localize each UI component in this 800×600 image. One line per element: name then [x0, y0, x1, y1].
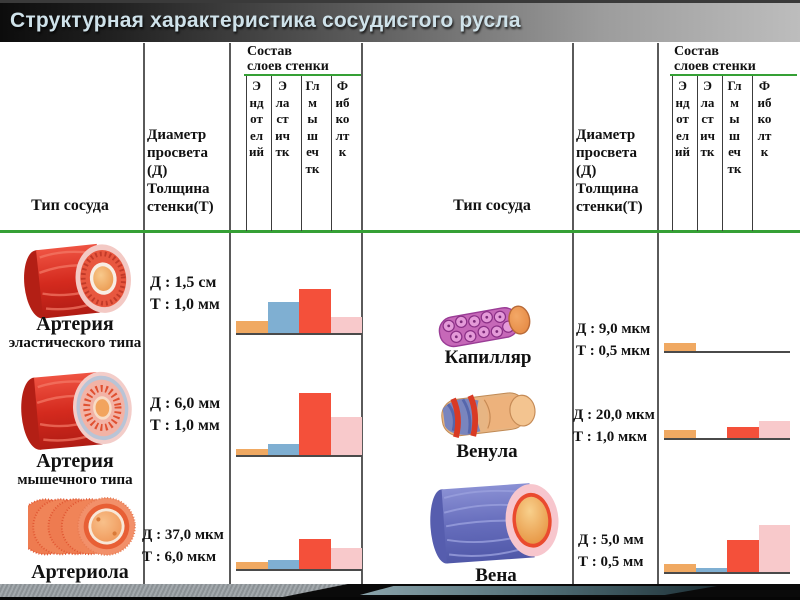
table-vline-5 [657, 43, 659, 584]
thickness-value: Т : 0,5 мкм [576, 343, 651, 359]
layer-col-line [722, 76, 723, 231]
bar-Эластичтк [267, 302, 299, 333]
layers-underline-right [670, 74, 797, 76]
chart-baseline [664, 572, 790, 574]
vessel-subtitle: мышечного типа [17, 472, 133, 488]
vessel-values: Д : 37,0 мкм Т : 6,0 мкм [142, 524, 234, 568]
thickness-value: Т : 1,0 мм [150, 296, 220, 313]
diameter-value: Д : 9,0 мкм [576, 321, 651, 337]
bar-Эластичтк [267, 560, 299, 569]
layer-col-line [752, 76, 753, 231]
diameter-value: Д : 37,0 мкм [142, 527, 224, 543]
thickness-value: Т : 1,0 мкм [573, 429, 648, 445]
bar-Фибколтк [330, 417, 362, 455]
vessel-values: Д : 6,0 мм Т : 1,0 мм [150, 393, 235, 437]
col-header-vessel-type-left: Тип сосуда [31, 197, 109, 214]
vessel-name: Артерия [36, 313, 114, 335]
layer-col-line [331, 76, 332, 231]
diameter-value: Д : 6,0 мм [150, 395, 221, 412]
bar-Глмышечтк [299, 393, 331, 455]
bar-Глмышечтк [299, 539, 331, 569]
bar-Эндотелий [236, 562, 268, 569]
col-header-diameter-right: Диаметр просвета (Д) Толщина стенки(Т) [576, 127, 643, 215]
wall-layers-bar-chart [664, 502, 790, 572]
chart-baseline [664, 438, 790, 440]
bar-Глмышечтк [727, 427, 759, 438]
table-vline-1 [143, 43, 145, 584]
layer-label-endothelium-right: Эндотелий [675, 78, 690, 159]
vessel-values: Д : 9,0 мкм Т : 0,5 мкм [576, 318, 666, 362]
table-vline-2 [229, 43, 231, 584]
layer-label-fibrous-right: Фибколтк [757, 78, 772, 159]
bar-Эндотелий [236, 321, 268, 333]
bar-Глмышечтк [727, 540, 759, 572]
layer-label-elastic-right: Эластичтк [700, 78, 715, 159]
slide-title: Структурная характеристика сосудистого р… [10, 9, 521, 32]
layer-label-elastic-left: Эластичтк [275, 78, 290, 159]
table-vline-4 [572, 43, 574, 584]
bar-Эндотелий [664, 430, 696, 438]
col-header-layers-left: Состав слоев стенки [247, 44, 329, 74]
bar-Фибколтк [330, 548, 362, 569]
layer-col-line [672, 76, 673, 231]
bar-Эндотелий [664, 564, 696, 572]
vein-illustration [424, 477, 562, 574]
vessel-values: Д : 5,0 мм Т : 0,5 мм [578, 529, 666, 573]
vessel-values: Д : 1,5 см Т : 1,0 мм [150, 272, 235, 316]
col-header-layers-right: Состав слоев стенки [674, 44, 756, 74]
bar-Фибколтк [330, 317, 362, 333]
bar-Эластичтк [695, 568, 727, 572]
bar-Фибколтк [758, 421, 790, 438]
vessel-name: Артериола [31, 561, 129, 583]
col-header-vessel-type-right: Тип сосуда [453, 197, 531, 214]
chart-baseline [236, 455, 362, 457]
layer-label-fibrous-left: Фибколтк [335, 78, 350, 159]
venule-illustration [436, 382, 538, 451]
vessel-name: Капилляр [444, 347, 532, 368]
chart-baseline [236, 333, 362, 335]
header-bottom-rule [0, 230, 800, 233]
bar-Глмышечтк [299, 289, 331, 333]
thickness-value: Т : 1,0 мм [150, 417, 220, 434]
vessel-values: Д : 20,0 мкм Т : 1,0 мкм [573, 404, 665, 448]
wall-layers-bar-chart [664, 281, 790, 351]
muscular-artery-illustration [15, 366, 143, 459]
layer-col-line [246, 76, 247, 231]
vessel-subtitle: эластического типа [8, 335, 142, 351]
thickness-value: Т : 6,0 мкм [142, 549, 217, 565]
bar-Эндотелий [664, 343, 696, 351]
layer-col-line [697, 76, 698, 231]
wall-layers-bar-chart [664, 368, 790, 438]
wall-layers-bar-chart [236, 385, 362, 455]
diameter-value: Д : 20,0 мкм [573, 407, 655, 423]
bar-Эластичтк [267, 444, 299, 455]
vessel-name: Артерия [36, 450, 114, 472]
capillary-illustration [433, 300, 538, 357]
layer-col-line [271, 76, 272, 231]
diameter-value: Д : 1,5 см [150, 274, 217, 291]
layer-label-smooth-muscle-right: Глмышечтк [727, 78, 742, 176]
bar-Фибколтк [758, 525, 790, 572]
vessel-name: Венула [456, 441, 518, 462]
layer-col-line [301, 76, 302, 231]
footer-band-edge [0, 597, 800, 600]
elastic-artery-illustration [18, 240, 143, 327]
thickness-value: Т : 0,5 мм [578, 554, 644, 570]
table-vline-3 [361, 43, 363, 584]
chart-baseline [236, 569, 362, 571]
title-bar: Структурная характеристика сосудистого р… [0, 0, 800, 42]
layer-label-smooth-muscle-left: Глмышечтк [305, 78, 320, 176]
layers-underline-left [244, 74, 361, 76]
vessel-name: Вена [475, 565, 517, 586]
wall-layers-bar-chart [236, 499, 362, 569]
arteriole-illustration [17, 488, 143, 569]
layer-label-endothelium-left: Эндотелий [249, 78, 264, 159]
wall-layers-bar-chart [236, 263, 362, 333]
col-header-diameter-left: Диаметр просвета (Д) Толщина стенки(Т) [147, 127, 214, 215]
diameter-value: Д : 5,0 мм [578, 532, 644, 548]
bar-Эндотелий [236, 449, 268, 455]
footer-band-teal-stripe [359, 586, 717, 595]
chart-baseline [664, 351, 790, 353]
